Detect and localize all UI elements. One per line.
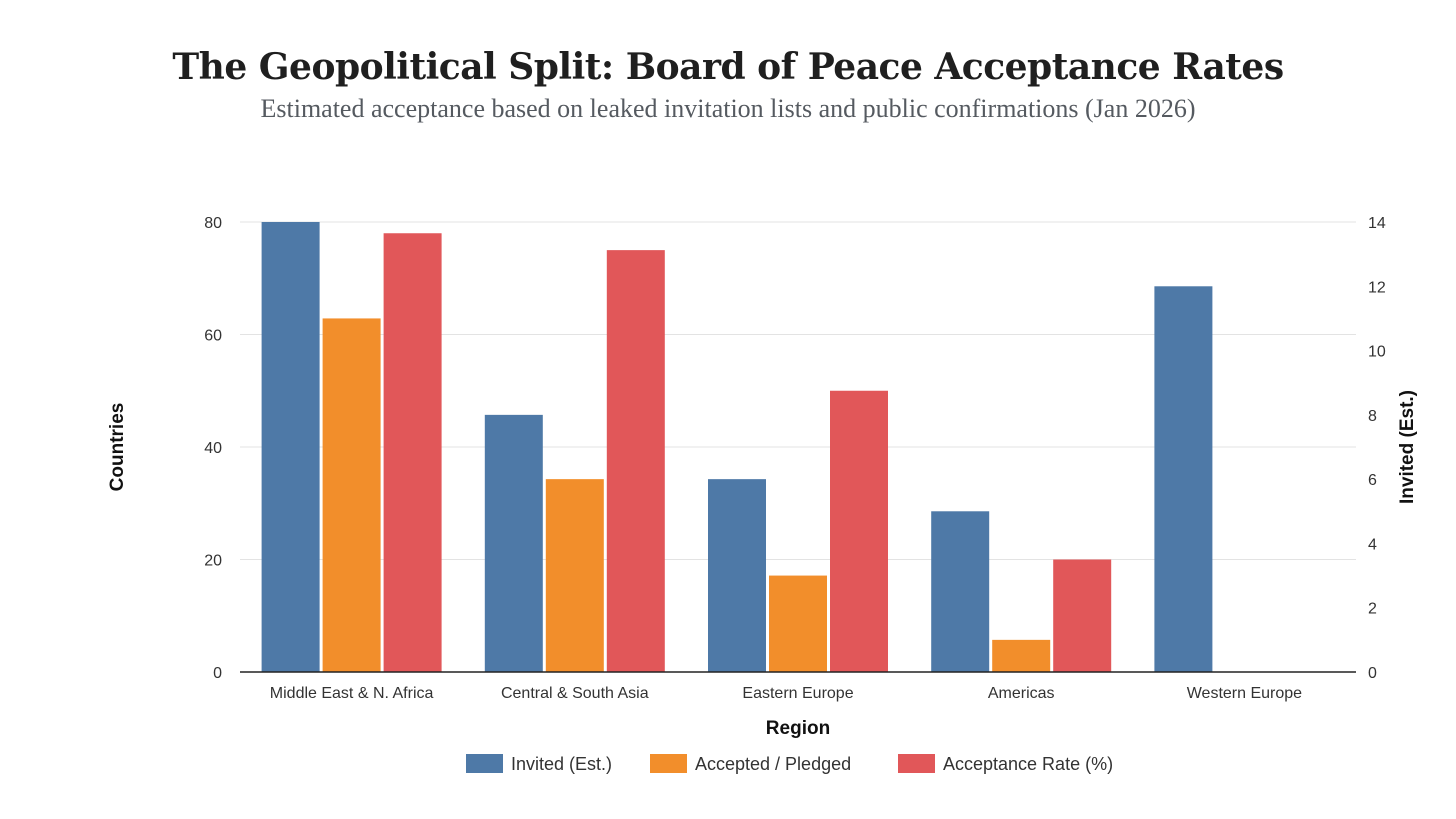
bar [484,414,543,672]
y-tick-label: 0 [213,665,222,682]
y-tick-label: 60 [204,328,222,345]
bars [261,222,1213,672]
y-tick-label: 20 [204,553,222,570]
bar [992,639,1051,672]
legend-swatch [650,754,687,773]
left-axis-ticks: 0 20 40 60 80 [204,215,222,682]
y2-tick-label: 10 [1368,344,1386,361]
y-tick-label: 80 [204,215,222,232]
bar [322,318,381,672]
bar [708,479,766,672]
y2-tick-label: 4 [1368,536,1377,553]
y2-tick-label: 8 [1368,408,1377,425]
x-tick-label: Middle East & N. Africa [270,685,434,702]
chart-title: The Geopolitical Split: Board of Peace A… [172,46,1284,88]
bar [769,575,827,672]
bar [931,511,990,672]
right-axis-ticks: 0 2 4 6 8 10 12 14 [1368,215,1386,682]
legend-swatch [466,754,503,773]
y-axis-title: Countries [107,403,128,492]
bar [1154,286,1213,672]
legend-label: Invited (Est.) [511,754,612,774]
legend-label: Accepted / Pledged [695,754,851,774]
x-axis-ticks: Middle East & N. Africa Central & South A… [270,685,1302,702]
legend-label: Acceptance Rate (%) [943,754,1113,774]
y-tick-label: 40 [204,440,222,457]
y2-tick-label: 0 [1368,665,1377,682]
chart-subtitle: Estimated acceptance based on leaked inv… [260,94,1196,123]
bar [383,233,442,672]
x-tick-label: Americas [988,685,1055,702]
x-tick-label: Western Europe [1187,685,1302,702]
bar [606,250,665,672]
bar [830,390,888,672]
bar [261,222,320,672]
legend: Invited (Est.) Accepted / Pledged Acceptan… [466,754,1113,774]
y2-tick-label: 6 [1368,472,1377,489]
legend-swatch [898,754,935,773]
x-axis-title: Region [766,718,830,739]
y2-tick-label: 12 [1368,279,1386,296]
x-tick-label: Eastern Europe [742,685,853,702]
y2-tick-label: 2 [1368,601,1377,618]
y2-tick-label: 14 [1368,215,1386,232]
bar [545,479,604,672]
y2-axis-title: Invited (Est.) [1397,390,1418,504]
x-tick-label: Central & South Asia [501,685,649,702]
bar [1053,559,1112,672]
